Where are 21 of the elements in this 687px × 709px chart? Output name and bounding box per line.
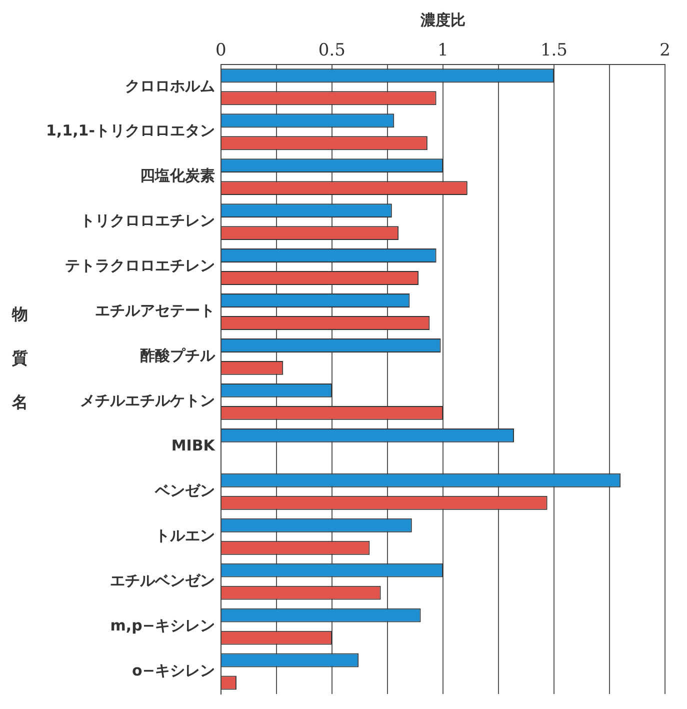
y-tick-label: 酢酸プチル	[140, 346, 216, 365]
y-tick-label: テトラクロロエチレン	[64, 256, 215, 275]
x-tick-label: 2	[660, 40, 670, 61]
y-tick-label: トルエン	[154, 526, 215, 544]
y-tick-label: エチルベンゼン	[110, 571, 215, 590]
y-tick-label: o−キシレン	[132, 661, 215, 680]
y-tick-label: メチルエチルケトン	[80, 392, 215, 410]
y-tick-label: エチルアセテート	[94, 302, 215, 320]
y-tick-label: 1,1,1-トリクロロエタン	[46, 122, 215, 140]
y-tick-label: ベンゼン	[154, 482, 215, 500]
text: 物質名	[12, 304, 28, 412]
y-tick-label: クロロホルム	[124, 76, 215, 95]
y-tick-label: 四塩化炭素	[140, 166, 215, 185]
x-axis-title: 濃度比	[419, 10, 466, 29]
y-tick-label: MIBK	[171, 436, 216, 455]
y-tick-label: m,p−キシレン	[110, 616, 215, 634]
x-tick-label: 1.5	[540, 40, 568, 61]
x-tick-label: 1	[438, 40, 448, 61]
x-tick-label: 0.5	[318, 40, 346, 61]
x-tick-label: 0	[216, 40, 226, 61]
y-tick-label: トリクロロエチレン	[80, 212, 215, 230]
